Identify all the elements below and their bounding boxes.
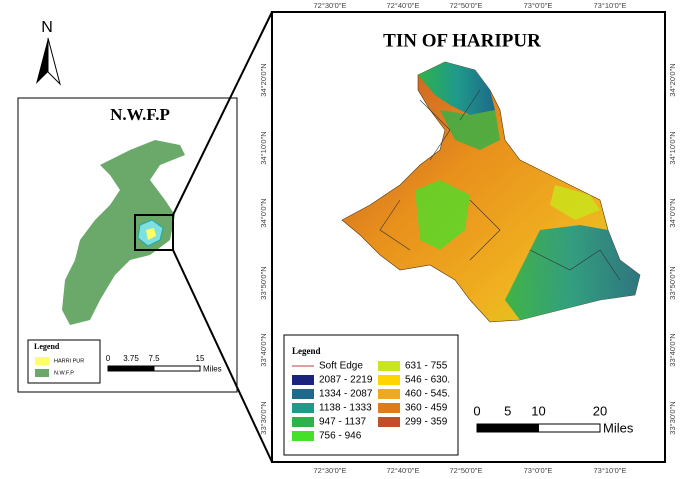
- longitude-label: 72°40'0"E: [387, 1, 420, 10]
- longitude-label: 72°30'0"E: [314, 466, 347, 475]
- scale-bar: [476, 423, 539, 433]
- legend-label: 631 - 755: [405, 361, 448, 372]
- legend-label: 2087 - 2219: [319, 375, 373, 386]
- north-arrow: [36, 38, 48, 84]
- legend-swatch: [35, 357, 49, 365]
- latitude-label: 33°30'0"N: [259, 401, 268, 434]
- legend-swatch: [378, 361, 400, 371]
- tin-ridge: [550, 185, 600, 220]
- longitude-label: 73°0'0"E: [524, 466, 553, 475]
- longitude-label: 73°10'0"E: [594, 1, 627, 10]
- legend-swatch: [292, 431, 314, 441]
- legend-label: 360 - 459: [405, 403, 448, 414]
- north-label: N: [41, 19, 53, 36]
- legend-swatch: [292, 417, 314, 427]
- latitude-label: 34°10'0"N: [259, 131, 268, 164]
- scale-unit: Miles: [603, 420, 634, 435]
- inset-scale: 0 3.75 7.5 15 Miles: [106, 354, 222, 374]
- longitude-label: 72°40'0"E: [387, 466, 420, 475]
- tin-ridge: [440, 110, 500, 150]
- inset-legend: Legend HARRI PUR N.W.F.P: [34, 342, 84, 377]
- legend-label: N.W.F.P: [54, 370, 74, 376]
- latitude-label: 34°20'0"N: [259, 63, 268, 96]
- tin-edges: [379, 89, 621, 281]
- legend-label: 299 - 359: [405, 417, 448, 428]
- longitude-label: 72°50'0"E: [450, 1, 483, 10]
- main-legend: Legend Soft Edge 2087 - 2219 1334 - 2087 113…: [292, 346, 450, 442]
- main-title: TIN OF HARIPUR: [383, 30, 541, 51]
- scale-bar: [153, 365, 201, 372]
- latitude-label: 34°0'0"N: [259, 198, 268, 227]
- scale-label: 15: [196, 354, 205, 363]
- legend-label: 1138 - 1333: [319, 403, 372, 414]
- inset-extent-box: [134, 214, 174, 251]
- legend-swatch: [292, 403, 314, 413]
- latitude-label: 33°40'0"N: [259, 333, 268, 366]
- legend-label: HARRI PUR: [54, 358, 84, 364]
- scale-label: 3.75: [123, 354, 139, 363]
- haripur-core: [146, 228, 156, 240]
- legend-swatch: [292, 389, 314, 399]
- longitude-label: 73°10'0"E: [594, 466, 627, 475]
- legend-label: 460 - 545.: [405, 389, 450, 400]
- scale-bar: [107, 365, 155, 372]
- legend-swatch: [292, 375, 314, 385]
- scale-label: 10: [531, 403, 545, 418]
- legend-title: Legend: [34, 342, 60, 351]
- legend-swatch: [35, 369, 49, 377]
- scale-bar: [538, 423, 601, 433]
- tin-ridge: [418, 62, 495, 115]
- scale-label: 0: [106, 354, 111, 363]
- latitude-label: 34°0'0"N: [668, 198, 677, 227]
- legend-label: Soft Edge: [319, 361, 363, 372]
- latitude-label: 33°50'0"N: [259, 266, 268, 299]
- legend-swatch: [378, 417, 400, 427]
- connector: [172, 249, 273, 463]
- longitude-label: 73°0'0"E: [524, 1, 553, 10]
- latitude-label: 34°10'0"N: [668, 131, 677, 164]
- legend-label: 546 - 630.: [405, 375, 450, 386]
- legend-label: 756 - 946: [319, 431, 362, 442]
- legend-swatch: [378, 375, 400, 385]
- tin-ridge: [415, 180, 470, 250]
- main-scale: 0 5 10 20 Miles: [473, 403, 633, 435]
- scale-label: 7.5: [148, 354, 160, 363]
- scale-unit: Miles: [203, 365, 222, 374]
- tin-ridge: [505, 225, 640, 320]
- legend-label: 947 - 1137: [319, 417, 367, 428]
- legend-swatch: [378, 389, 400, 399]
- connector: [172, 11, 273, 216]
- latitude-label: 33°50'0"N: [668, 266, 677, 299]
- latitude-label: 33°30'0"N: [668, 401, 677, 434]
- legend-swatch: [378, 403, 400, 413]
- latitude-label: 33°40'0"N: [668, 333, 677, 366]
- longitude-label: 72°50'0"E: [450, 466, 483, 475]
- legend-label: 1334 - 2087: [319, 389, 373, 400]
- latitude-label: 34°20'0"N: [668, 63, 677, 96]
- scale-label: 20: [593, 403, 607, 418]
- north-arrow: [47, 37, 61, 86]
- longitude-label: 72°30'0"E: [314, 1, 347, 10]
- scale-label: 5: [504, 403, 511, 418]
- graticule-labels: 72°30'0"E 72°30'0"E 72°40'0"E 72°40'0"E 72°5…: [259, 1, 677, 475]
- inset-title: N.W.F.P: [110, 105, 170, 124]
- scale-label: 0: [473, 403, 480, 418]
- nwfp-shape: [62, 140, 185, 325]
- legend-title: Legend: [292, 346, 321, 356]
